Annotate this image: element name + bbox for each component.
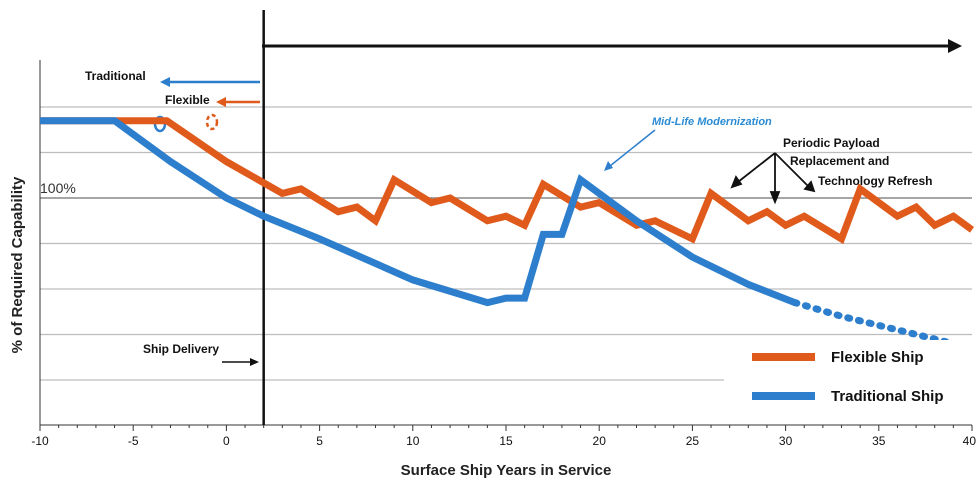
x-tick-label: 25 <box>686 434 700 448</box>
x-axis-label: Surface Ship Years in Service <box>401 462 612 479</box>
legend-box <box>724 340 974 415</box>
x-tick-label: 5 <box>316 434 323 448</box>
reference-100-label: 100% <box>40 180 76 196</box>
payload-annotation-line2: Replacement and <box>790 154 889 168</box>
x-tick-label: 40 <box>963 434 977 448</box>
legend-label-traditional: Traditional Ship <box>831 388 944 405</box>
flexible-annotation: Flexible <box>165 93 210 107</box>
x-tick-label: 30 <box>779 434 793 448</box>
series-traditional-ship <box>40 117 797 307</box>
payload-annotation-line3: Technology Refresh <box>818 174 932 188</box>
traditional-annotation: Traditional <box>85 69 146 83</box>
x-tick-label: 10 <box>406 434 420 448</box>
x-tick-label: 35 <box>872 434 886 448</box>
x-axis-ticks: -10 -5 0 5 10 15 20 25 30 35 40 <box>31 425 976 448</box>
series-flexible-ship <box>40 117 975 245</box>
mid-life-annotation: Mid-Life Modernization <box>652 116 772 128</box>
x-tick-label: -10 <box>31 434 49 448</box>
legend-label-flexible: Flexible Ship <box>831 349 924 366</box>
gridlines <box>40 106 972 381</box>
traditional-arrowhead <box>160 77 170 87</box>
x-tick-label: -5 <box>128 434 139 448</box>
flexible-arrowhead <box>216 97 226 107</box>
flexible-start-marker <box>205 113 219 131</box>
y-axis-label: % of Required Capability <box>9 176 26 353</box>
ship-delivery-arrowhead <box>250 358 259 366</box>
payload-arrows <box>730 152 816 205</box>
ship-delivery-annotation: Ship Delivery <box>143 342 219 356</box>
x-tick-label: 0 <box>223 434 230 448</box>
x-tick-label: 20 <box>593 434 607 448</box>
service-life-arrowhead <box>948 39 962 53</box>
mid-life-arrowhead <box>604 161 613 171</box>
x-tick-label: 15 <box>499 434 513 448</box>
mid-life-arrow <box>609 129 656 167</box>
payload-annotation-line1: Periodic Payload <box>783 136 880 150</box>
